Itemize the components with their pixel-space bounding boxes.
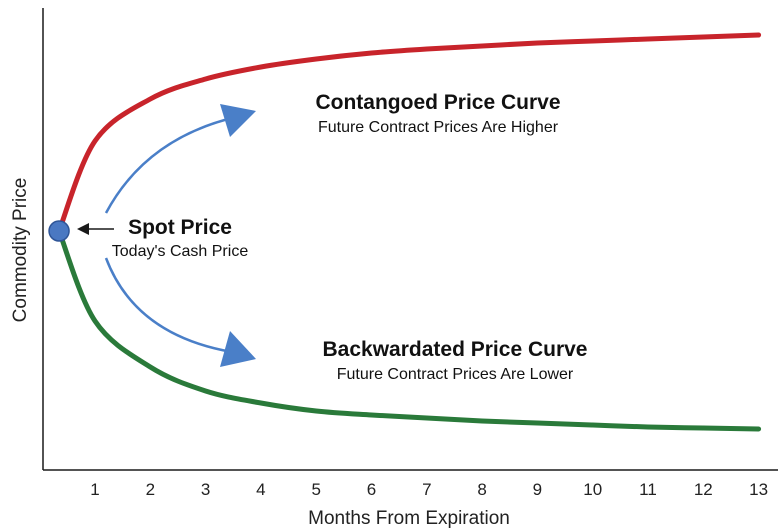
contango-annotation-subtitle: Future Contract Prices Are Higher: [318, 119, 559, 136]
x-tick-labels: 1 2 3 4 5 6 7 8 9 10 11 12 13: [90, 480, 768, 499]
series-line-contango: [56, 32, 762, 234]
x-tick-label-2: 2: [146, 480, 155, 499]
spot-price-point: [48, 220, 70, 242]
x-tick-label-3: 3: [201, 480, 210, 499]
x-tick-label-12: 12: [694, 480, 713, 499]
contango-annotation-title: Contangoed Price Curve: [315, 91, 560, 114]
backwardation-annotation-subtitle: Future Contract Prices Are Lower: [337, 366, 574, 383]
spot-price-label: Spot Price: [128, 216, 232, 239]
contango-arrow-shaft: [104, 116, 233, 214]
x-tick-label-13: 13: [749, 480, 768, 499]
x-tick-label-11: 11: [639, 480, 657, 499]
series-line-backwardation: [56, 228, 762, 432]
x-tick-label-9: 9: [533, 480, 542, 499]
x-tick-label-7: 7: [422, 480, 431, 499]
x-tick-label-6: 6: [367, 480, 376, 499]
backwardation-arrow-head: [220, 331, 256, 367]
x-tick-label-4: 4: [256, 480, 265, 499]
x-tick-label-10: 10: [583, 480, 602, 499]
contango-arrow-head: [220, 104, 256, 137]
backwardation-annotation-title: Backwardated Price Curve: [323, 338, 588, 361]
x-tick-label-1: 1: [90, 480, 99, 499]
backwardation-arrow-shaft: [104, 257, 233, 354]
x-axis-label: Months From Expiration: [308, 508, 510, 529]
x-tick-label-8: 8: [477, 480, 486, 499]
x-tick-label-5: 5: [311, 480, 320, 499]
y-axis-label: Commodity Price: [10, 178, 31, 323]
spot-price-sublabel: Today's Cash Price: [112, 243, 249, 260]
